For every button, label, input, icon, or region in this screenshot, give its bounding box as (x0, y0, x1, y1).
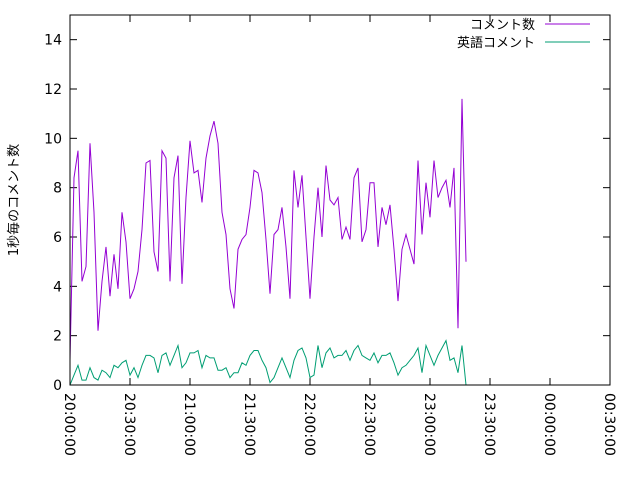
plot-border (69, 14, 611, 386)
y-tick-label: 2 (53, 329, 62, 345)
legend-label: 英語コメント (457, 35, 535, 51)
x-tick-label: 20:00:00 (61, 393, 77, 456)
series-line-1 (69, 98, 467, 361)
x-tick-label: 00:00:00 (541, 393, 557, 456)
x-tick-label: 20:30:00 (121, 393, 137, 456)
y-tick-label: 0 (53, 378, 62, 394)
x-axis: 20:00:00 20:30:00 21:00:00 21:30:00 22:00:00… (61, 15, 617, 456)
x-tick-label: 23:00:00 (421, 393, 437, 456)
x-tick-label: 00:30:00 (601, 393, 617, 456)
y-axis: 0 2 4 6 8 10 12 14 (44, 33, 610, 394)
y-tick-label: 4 (53, 279, 62, 295)
y-tick-label: 6 (53, 230, 62, 246)
x-tick-label: 21:00:00 (181, 393, 197, 456)
x-tick-label: 23:30:00 (481, 393, 497, 456)
y-tick-label: 8 (53, 181, 62, 197)
y-axis-title: 1秒毎のコメント数 (6, 144, 22, 256)
legend-label: コメント数 (470, 18, 535, 33)
y-tick-label: 14 (44, 33, 62, 49)
series-layer (69, 98, 467, 386)
y-tick-label: 12 (44, 82, 62, 98)
x-tick-label: 22:00:00 (301, 393, 317, 456)
x-tick-label: 21:30:00 (241, 393, 257, 456)
x-tick-label: 22:30:00 (361, 393, 377, 456)
series-line-2 (69, 339, 467, 386)
y-tick-label: 10 (44, 131, 62, 147)
